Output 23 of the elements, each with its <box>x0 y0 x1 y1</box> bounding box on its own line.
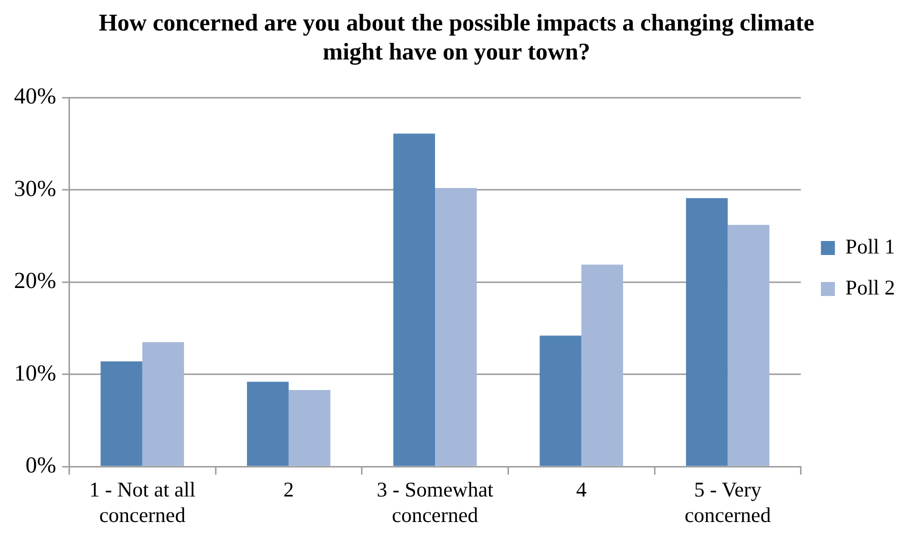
y-tick-label: 20% <box>14 268 56 294</box>
legend-label: Poll 2 <box>845 276 896 300</box>
x-tick-label: 3 - Somewhat concerned <box>376 478 494 527</box>
y-tick-label: 10% <box>14 360 56 386</box>
y-tick-label: 0% <box>25 452 56 478</box>
bar <box>142 342 184 466</box>
chart-title: How concerned are you about the possible impacts a changing climate might have on your town? <box>98 10 815 66</box>
bar <box>435 188 477 466</box>
legend-label: Poll 1 <box>845 234 896 259</box>
x-tick-label: 1 - Not at all concerned <box>89 478 196 527</box>
x-tick-label: 4 <box>576 478 588 502</box>
bar <box>581 264 624 466</box>
bar <box>728 224 770 466</box>
bar <box>393 134 436 466</box>
x-tick-label: 2 <box>283 478 294 502</box>
bar <box>100 361 142 466</box>
y-tick-label: 40% <box>14 84 56 109</box>
x-tick-label: 5 - Very concerned <box>684 478 772 527</box>
bar <box>288 390 330 466</box>
bar <box>540 336 582 466</box>
y-tick-label: 30% <box>14 176 56 201</box>
bar <box>686 198 728 466</box>
bar <box>246 382 289 466</box>
